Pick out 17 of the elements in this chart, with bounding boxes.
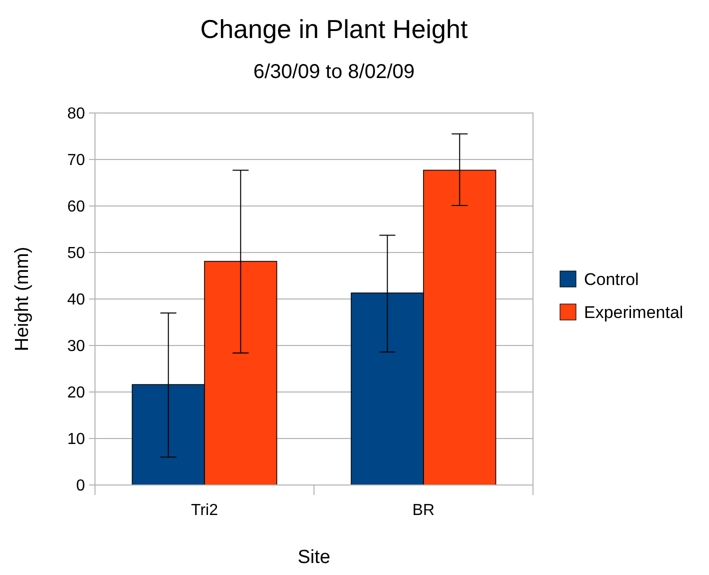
y-axis-title: Height (mm) — [12, 246, 33, 352]
y-tick-label: 40 — [67, 292, 86, 309]
x-tick-label: BR — [412, 502, 435, 519]
y-tick-label: 10 — [67, 431, 86, 448]
y-tick-label: 60 — [67, 198, 86, 216]
legend-label: Experimental — [584, 302, 684, 322]
y-tick-label: 0 — [76, 478, 86, 495]
y-tick-label: 80 — [67, 106, 86, 123]
y-tick-label: 20 — [67, 384, 86, 402]
y-tick-label: 30 — [67, 338, 86, 356]
chart-title: Change in Plant Height — [200, 14, 468, 44]
x-tick-label: Tri2 — [191, 502, 218, 519]
y-tick-label: 70 — [67, 152, 86, 170]
y-tick-label: 50 — [67, 245, 86, 262]
legend-label: Control — [584, 270, 639, 289]
x-axis-title: Site — [298, 547, 330, 568]
chart-subtitle: 6/30/09 to 8/02/09 — [253, 61, 415, 83]
